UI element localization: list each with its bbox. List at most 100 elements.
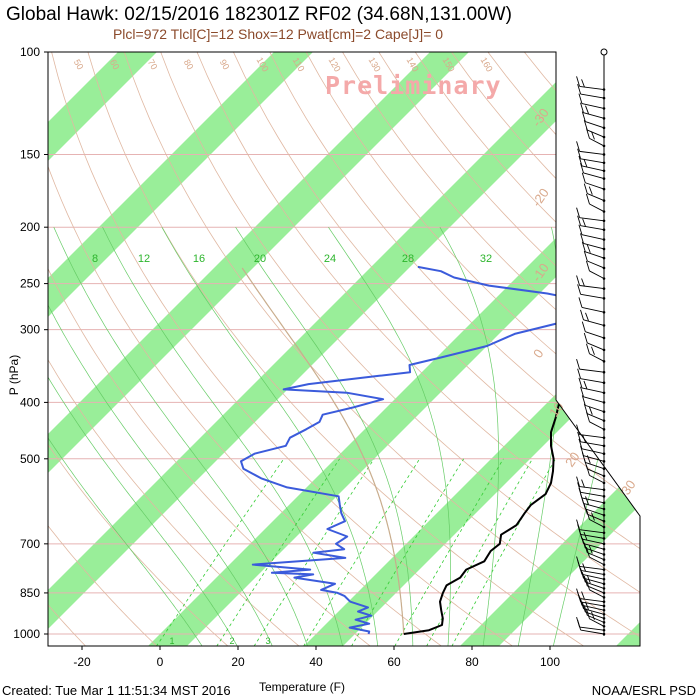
wind-barb-550	[586, 465, 606, 485]
wind-barb-910	[578, 595, 606, 612]
wind-barb-820	[580, 568, 606, 586]
wind-barb-130	[580, 102, 606, 120]
dry-adiabat-10	[48, 52, 371, 646]
x-tick-label-20: 20	[231, 655, 245, 669]
moist-adiabat-10	[102, 227, 344, 646]
theta-label-80: 80	[182, 58, 196, 72]
wind-barb-180	[583, 183, 606, 202]
y-tick-label-850: 850	[20, 586, 40, 600]
created-timestamp: Created: Tue Mar 1 11:51:34 MST 2016	[2, 683, 231, 698]
dry-adiabat-40	[87, 52, 585, 646]
y-tick-label-100: 100	[20, 45, 40, 59]
wind-barb-210	[578, 224, 606, 241]
theta-e-label-1: -20	[529, 185, 552, 209]
isotherm-bands	[0, 39, 640, 646]
mixing-ratio-16	[426, 458, 533, 646]
x-axis-label: Temperature (F)	[258, 680, 346, 694]
parcel-line	[241, 267, 405, 635]
moist-adiabat-30	[439, 227, 499, 646]
dry-adiabat-70	[196, 52, 640, 646]
mixing-ratio-label-28: 28	[402, 253, 414, 265]
mixing-ratio-20	[451, 458, 556, 646]
wind-barb-145	[586, 128, 606, 148]
y-tick-label-300: 300	[20, 323, 40, 337]
y-tick-label-250: 250	[20, 277, 40, 291]
wind-barb-565	[576, 476, 606, 491]
mixing-ratio-1	[155, 458, 285, 646]
mixing-ratio-label-32: 32	[480, 253, 492, 265]
wind-barb-850	[583, 575, 606, 595]
wind-barb-940	[581, 601, 606, 620]
mixing-ratio-label-12: 12	[138, 253, 150, 265]
wind-barb-370	[577, 368, 606, 384]
mixing-ratio-label-20: 20	[254, 253, 266, 265]
wind-barb-640	[583, 504, 606, 523]
dry-adiabat-30	[51, 52, 514, 646]
wind-barb-245	[586, 260, 606, 280]
wind-barb-400	[580, 386, 606, 404]
moist-adiabat-15	[161, 227, 379, 646]
x-tick-label-0: 0	[157, 655, 164, 669]
theta-e-label-4: 10	[546, 399, 567, 419]
moist-adiabats	[48, 227, 640, 646]
isobar-lines	[48, 52, 640, 635]
theta-label-70: 70	[146, 58, 160, 72]
mixing-ratio-bottom-label-1: 1	[169, 636, 174, 646]
wind-barb-218	[580, 233, 606, 251]
x-tick-label-80: 80	[465, 655, 479, 669]
wind-barb-226	[581, 241, 606, 260]
barb-top-marker	[600, 48, 608, 56]
wind-barb-325	[583, 332, 606, 352]
stability-indices: Plcl=972 Tlcl[C]=12 Shox=12 Pwat[cm]=2 C…	[112, 26, 444, 42]
dry-adiabat-20	[48, 52, 443, 646]
mixing-ratio-12	[394, 458, 504, 646]
wind-barb-column	[576, 48, 608, 636]
isotherm-band-3	[48, 52, 482, 646]
dry-adiabat-100	[305, 52, 640, 646]
x-tick-label-100: 100	[540, 655, 560, 669]
y-tick-label-150: 150	[20, 147, 40, 161]
wind-barb-445	[586, 411, 606, 431]
y-tick-label-500: 500	[20, 452, 40, 466]
wind-barb-385	[578, 377, 606, 395]
wind-barb-340	[586, 343, 606, 363]
x-tick-label-40: 40	[309, 655, 323, 669]
x-tick-label-60: 60	[387, 655, 401, 669]
wind-barb-460	[576, 424, 606, 440]
wind-barb-135	[581, 111, 606, 130]
theta-e-label-3: 0	[530, 346, 546, 361]
wind-barb-188	[586, 193, 606, 213]
x-tick-label--20: -20	[73, 655, 91, 669]
wind-barb-415	[581, 395, 606, 414]
mixing-ratio-2	[216, 458, 340, 646]
wind-barb-155	[577, 148, 606, 165]
wind-barb-520	[581, 452, 606, 471]
plot-frame	[47, 51, 641, 647]
dry-adiabat--20	[48, 52, 158, 646]
dry-adiabat--40	[0, 52, 15, 646]
dry-adiabat-50	[123, 52, 640, 646]
wind-barb-310	[581, 321, 606, 340]
wind-barb-580	[577, 482, 606, 498]
preliminary-watermark: Preliminary	[325, 71, 502, 100]
y-tick-label-200: 200	[20, 220, 40, 234]
wind-barb-116	[576, 76, 606, 91]
wind-barb-195	[576, 207, 606, 223]
wind-barb-730	[581, 538, 606, 556]
wind-barb-280	[578, 297, 606, 314]
isotherm-band-0	[0, 39, 14, 646]
dewpoint-profile	[240, 265, 594, 635]
mixing-ratio-bottom-label-2: 2	[229, 636, 234, 646]
frame-outline	[47, 51, 641, 647]
wind-barb-655	[586, 509, 606, 529]
moist-adiabat--10	[48, 227, 203, 646]
wind-barb-955	[583, 605, 606, 624]
wind-barb-235	[583, 250, 606, 270]
y-axis-label: P (hPa)	[7, 354, 22, 396]
wind-barb-1000	[577, 619, 606, 636]
moist-adiabat-5	[53, 227, 308, 646]
wind-barb-172	[581, 172, 606, 191]
wind-barb-475	[577, 431, 606, 448]
isotherm-band-8	[615, 52, 640, 646]
